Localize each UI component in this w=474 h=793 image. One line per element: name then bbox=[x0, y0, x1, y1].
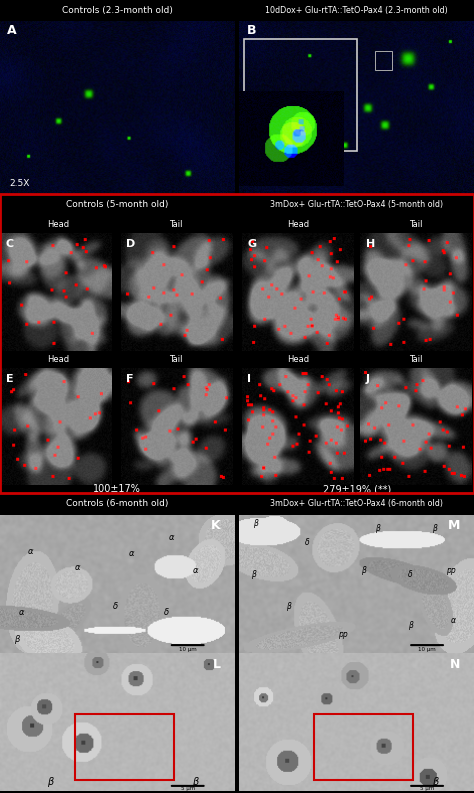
Text: A: A bbox=[7, 24, 17, 36]
Text: δ: δ bbox=[305, 538, 310, 547]
Bar bbox=[314, 714, 413, 780]
Text: α: α bbox=[450, 616, 456, 625]
Text: G: G bbox=[247, 239, 256, 249]
Text: 5 µm: 5 µm bbox=[420, 786, 434, 791]
Text: pp: pp bbox=[338, 630, 347, 639]
Text: Tail: Tail bbox=[409, 220, 422, 229]
Text: H: H bbox=[366, 239, 375, 249]
Text: Controls (6-month old): Controls (6-month old) bbox=[66, 500, 168, 508]
Text: Tail: Tail bbox=[169, 220, 182, 229]
Text: β: β bbox=[14, 635, 19, 645]
Text: α: α bbox=[192, 566, 198, 575]
Text: B: B bbox=[246, 24, 256, 36]
Text: D: D bbox=[127, 239, 136, 249]
Text: β: β bbox=[286, 602, 291, 611]
Text: K: K bbox=[211, 519, 220, 532]
Text: β: β bbox=[432, 524, 437, 534]
Text: β: β bbox=[408, 622, 413, 630]
Text: α: α bbox=[75, 563, 81, 573]
Text: β: β bbox=[254, 519, 258, 528]
Text: F: F bbox=[127, 374, 134, 384]
Text: M: M bbox=[447, 519, 460, 532]
Text: δ: δ bbox=[113, 602, 118, 611]
Text: 2.5X: 2.5X bbox=[324, 178, 344, 188]
Text: I: I bbox=[247, 374, 251, 384]
Text: α: α bbox=[28, 546, 34, 556]
Text: Head: Head bbox=[47, 354, 70, 364]
Text: β: β bbox=[251, 570, 256, 579]
Text: Controls (2.3-month old): Controls (2.3-month old) bbox=[62, 6, 173, 15]
Text: L: L bbox=[212, 657, 220, 671]
Text: Head: Head bbox=[287, 354, 309, 364]
Text: 2.5X: 2.5X bbox=[9, 178, 30, 188]
Text: 3mDox+ Glu-rtTA::TetO-Pax4 (5-month old): 3mDox+ Glu-rtTA::TetO-Pax4 (5-month old) bbox=[270, 201, 443, 209]
Text: α: α bbox=[19, 607, 24, 617]
Text: α: α bbox=[169, 533, 174, 542]
Text: J: J bbox=[366, 374, 370, 384]
Text: Head: Head bbox=[47, 220, 70, 229]
Text: pp: pp bbox=[446, 566, 456, 575]
Text: δ: δ bbox=[164, 607, 169, 617]
Text: 5 µm: 5 µm bbox=[181, 786, 195, 791]
Text: 10dDox+ Glu-rtTA::TetO-Pax4 (2.3-month old): 10dDox+ Glu-rtTA::TetO-Pax4 (2.3-month o… bbox=[265, 6, 448, 15]
Text: Head: Head bbox=[287, 220, 309, 229]
Text: δ: δ bbox=[408, 570, 413, 579]
Text: β: β bbox=[192, 776, 199, 787]
Bar bbox=[75, 714, 173, 780]
Text: β: β bbox=[375, 524, 380, 534]
Bar bbox=[375, 51, 392, 70]
Text: α: α bbox=[129, 550, 135, 558]
Text: 10 µm: 10 µm bbox=[418, 646, 436, 652]
Text: β: β bbox=[361, 566, 366, 575]
Text: 100±17%: 100±17% bbox=[93, 485, 141, 494]
Text: 279±19% (**): 279±19% (**) bbox=[323, 485, 391, 494]
Text: Controls (5-month old): Controls (5-month old) bbox=[66, 201, 168, 209]
Text: C: C bbox=[6, 239, 14, 249]
Text: Tail: Tail bbox=[409, 354, 422, 364]
Text: Tail: Tail bbox=[169, 354, 182, 364]
Text: E: E bbox=[6, 374, 13, 384]
Text: 10 µm: 10 µm bbox=[179, 646, 197, 652]
Text: β: β bbox=[432, 776, 438, 787]
Text: β: β bbox=[47, 776, 53, 787]
Text: N: N bbox=[449, 657, 460, 671]
Text: 3mDox+ Glu-rtTA::TetO-Pax4 (6-month old): 3mDox+ Glu-rtTA::TetO-Pax4 (6-month old) bbox=[270, 500, 443, 508]
